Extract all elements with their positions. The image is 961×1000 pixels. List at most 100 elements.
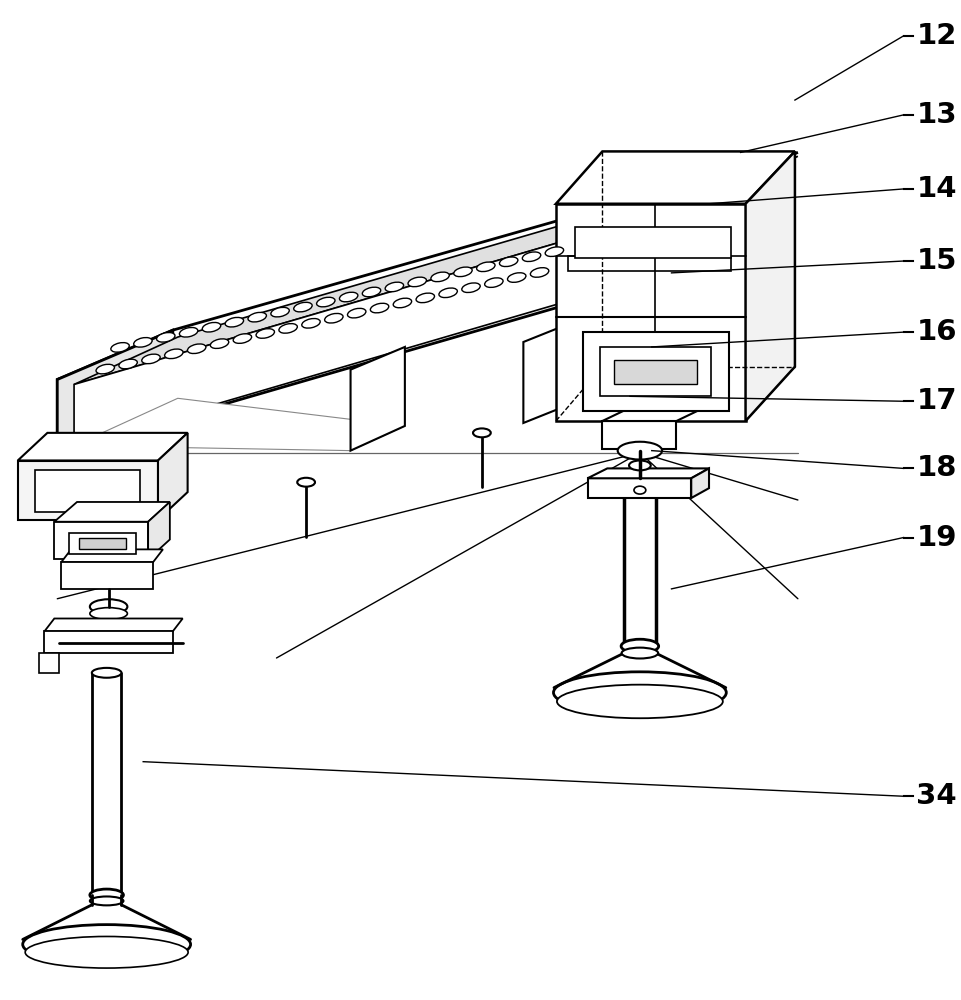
Polygon shape xyxy=(567,256,730,271)
Ellipse shape xyxy=(499,257,517,267)
Ellipse shape xyxy=(617,442,661,460)
Polygon shape xyxy=(602,421,676,449)
Ellipse shape xyxy=(180,327,198,337)
Ellipse shape xyxy=(621,639,658,653)
Polygon shape xyxy=(523,320,577,423)
Ellipse shape xyxy=(96,364,114,374)
Ellipse shape xyxy=(416,293,434,303)
Text: 19: 19 xyxy=(916,524,956,552)
Ellipse shape xyxy=(302,319,320,328)
Ellipse shape xyxy=(362,287,381,297)
Polygon shape xyxy=(54,502,170,522)
Ellipse shape xyxy=(507,273,526,282)
Ellipse shape xyxy=(256,329,274,338)
Ellipse shape xyxy=(89,608,127,619)
Polygon shape xyxy=(148,502,170,559)
Ellipse shape xyxy=(271,307,289,317)
Ellipse shape xyxy=(89,889,123,901)
Polygon shape xyxy=(44,631,173,653)
Text: 17: 17 xyxy=(916,387,956,415)
Polygon shape xyxy=(158,433,187,520)
Polygon shape xyxy=(74,204,691,446)
Text: 18: 18 xyxy=(916,454,956,482)
Ellipse shape xyxy=(545,247,563,256)
Ellipse shape xyxy=(141,354,160,364)
Ellipse shape xyxy=(384,282,404,292)
Ellipse shape xyxy=(339,292,357,302)
Polygon shape xyxy=(58,330,173,453)
Polygon shape xyxy=(58,152,797,380)
Ellipse shape xyxy=(233,334,252,343)
Polygon shape xyxy=(69,533,136,554)
Polygon shape xyxy=(74,156,797,384)
Ellipse shape xyxy=(164,349,183,359)
Ellipse shape xyxy=(91,668,121,678)
Ellipse shape xyxy=(431,272,449,282)
Text: 13: 13 xyxy=(916,101,956,129)
Ellipse shape xyxy=(347,308,365,318)
Ellipse shape xyxy=(316,297,334,307)
Ellipse shape xyxy=(225,317,243,327)
Polygon shape xyxy=(39,653,60,673)
Polygon shape xyxy=(745,151,794,421)
Ellipse shape xyxy=(248,312,266,322)
Polygon shape xyxy=(602,409,701,421)
Ellipse shape xyxy=(393,298,411,308)
Polygon shape xyxy=(58,202,682,453)
Ellipse shape xyxy=(621,648,657,658)
Ellipse shape xyxy=(628,461,650,470)
Polygon shape xyxy=(587,468,708,478)
Text: 12: 12 xyxy=(916,22,956,50)
Ellipse shape xyxy=(484,278,503,287)
Ellipse shape xyxy=(119,359,137,369)
Polygon shape xyxy=(574,227,730,258)
Ellipse shape xyxy=(89,599,127,614)
Polygon shape xyxy=(587,478,691,498)
Ellipse shape xyxy=(202,322,220,332)
Polygon shape xyxy=(555,151,794,204)
Polygon shape xyxy=(79,538,126,549)
Ellipse shape xyxy=(25,936,188,968)
Polygon shape xyxy=(62,549,162,562)
Ellipse shape xyxy=(633,486,645,494)
Ellipse shape xyxy=(476,262,495,272)
Polygon shape xyxy=(17,461,158,520)
Polygon shape xyxy=(555,204,745,421)
Ellipse shape xyxy=(293,302,311,312)
Ellipse shape xyxy=(473,428,490,437)
Polygon shape xyxy=(582,332,728,411)
Ellipse shape xyxy=(89,896,123,905)
Ellipse shape xyxy=(111,343,129,352)
Text: 15: 15 xyxy=(916,247,956,275)
Ellipse shape xyxy=(530,268,548,277)
Ellipse shape xyxy=(370,303,388,313)
Ellipse shape xyxy=(522,252,540,262)
Ellipse shape xyxy=(461,283,480,293)
Ellipse shape xyxy=(134,338,152,347)
Polygon shape xyxy=(74,398,405,451)
Text: 16: 16 xyxy=(916,318,956,346)
Ellipse shape xyxy=(407,277,426,287)
Polygon shape xyxy=(350,347,405,451)
Text: 34: 34 xyxy=(916,782,956,810)
Polygon shape xyxy=(54,522,148,559)
Ellipse shape xyxy=(556,685,722,718)
Polygon shape xyxy=(555,151,794,204)
Ellipse shape xyxy=(157,333,175,342)
Ellipse shape xyxy=(187,344,206,354)
Ellipse shape xyxy=(297,478,314,487)
Ellipse shape xyxy=(324,313,343,323)
Ellipse shape xyxy=(23,925,190,964)
Ellipse shape xyxy=(454,267,472,277)
Polygon shape xyxy=(44,618,183,631)
Polygon shape xyxy=(691,468,708,498)
Ellipse shape xyxy=(210,339,229,348)
Text: 14: 14 xyxy=(916,175,956,203)
Ellipse shape xyxy=(553,672,726,713)
Polygon shape xyxy=(35,470,140,512)
Polygon shape xyxy=(62,562,153,589)
Polygon shape xyxy=(600,347,710,396)
Ellipse shape xyxy=(279,324,297,333)
Polygon shape xyxy=(17,433,187,461)
Ellipse shape xyxy=(438,288,456,298)
